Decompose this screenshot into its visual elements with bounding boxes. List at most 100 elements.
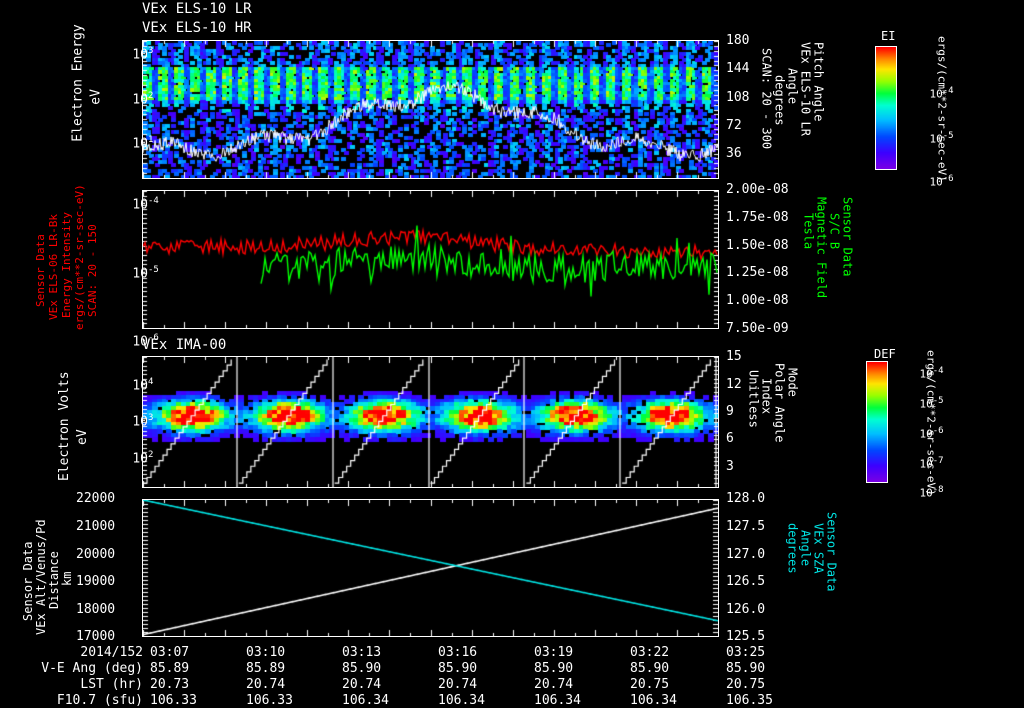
panel2-rtick-2: 1.50e-08 <box>726 238 789 253</box>
panel4-left-axis-line0: Sensor Data <box>21 541 35 621</box>
panel4-ytick-0: 22000 <box>76 491 116 506</box>
panel4-right-axis-line3: degrees <box>785 523 800 574</box>
colorbar1-tick-2-mantissa: 10 <box>929 175 943 189</box>
footer-row-label: LST (hr) <box>80 677 143 692</box>
panel3-rtick-4: 3 <box>726 459 734 474</box>
panel4-ytick-2: 20000 <box>76 547 116 562</box>
panel3-ytick-0-mantissa: 10 <box>132 377 148 393</box>
panel4-right-axis-line2: Angle <box>798 530 813 567</box>
panel1-title-hr: VEx ELS-10 HR <box>142 20 252 36</box>
panel1-ytick-1: 102 <box>101 78 153 120</box>
panel2-ytick-0: 10-4 <box>101 183 159 225</box>
panel1-ytick-0: 103 <box>101 33 153 75</box>
footer-cell: 03:19 <box>534 645 574 660</box>
footer-cell: 20.75 <box>726 677 766 692</box>
colorbar3-tick-3-mantissa: 10 <box>919 457 933 471</box>
colorbar1-tick-2: 10-6 <box>903 163 954 199</box>
panel3-right-axis-line0: Mode <box>785 368 800 397</box>
colorbar1-tick-2-exp: -6 <box>942 173 954 184</box>
panel2-ytick-1-exp: -5 <box>147 264 159 275</box>
panel3-rtick-1: 12 <box>726 377 742 392</box>
panel1-ytick-2: 101 <box>101 122 153 164</box>
panel2-rtick-4: 1.00e-08 <box>726 293 789 308</box>
colorbar3-tick-3-exp: -7 <box>932 455 944 466</box>
footer-cell: 85.90 <box>726 661 766 676</box>
panel3-rtick-0: 15 <box>726 349 742 364</box>
panel2-right-axis-line0: Sensor Data <box>840 197 855 277</box>
panel2-ytick-1: 10-5 <box>101 252 159 294</box>
panel2-left-axis-line2: Energy Intensity <box>60 212 73 318</box>
panel-altitude-sza[interactable] <box>142 499 719 637</box>
colorbar1-title: EI <box>881 29 896 43</box>
panel1-rtick-3: 72 <box>726 118 742 133</box>
panel2-rtick-0: 2.00e-08 <box>726 182 789 197</box>
footer-cell: 85.90 <box>438 661 478 676</box>
footer-cell: 106.33 <box>150 693 197 708</box>
panel4-ytick-5: 17000 <box>76 629 116 644</box>
panel1-rtick-0: 180 <box>726 33 750 48</box>
panel3-title: VEx IMA-00 <box>142 337 227 353</box>
panel3-ytick-1: 103 <box>101 400 153 442</box>
panel1-right-axis-line0: Pitch Angle <box>811 42 826 122</box>
panel3-ytick-1-mantissa: 10 <box>132 413 148 429</box>
panel3-ytick-2-mantissa: 10 <box>132 450 148 466</box>
panel2-ytick-2: 10-6 <box>101 320 159 362</box>
colorbar1-tick-1: 10-5 <box>903 120 954 156</box>
footer-cell: 03:16 <box>438 645 478 660</box>
footer-cell: 20.74 <box>342 677 382 692</box>
panel1-right-axis-line4: SCAN: 20 - 300 <box>759 48 774 150</box>
footer-cell: 106.33 <box>246 693 293 708</box>
footer-cell: 03:10 <box>246 645 286 660</box>
panel3-rtick-3: 6 <box>726 431 734 446</box>
panel1-ytick-1-exp: 2 <box>147 90 154 101</box>
panel2-right-axis-line2: Magnetic Field <box>814 197 829 299</box>
colorbar3-tick-0-mantissa: 10 <box>919 367 933 381</box>
panel4-rtick-3: 126.5 <box>726 574 766 589</box>
footer-cell: 106.35 <box>726 693 773 708</box>
panel2-rtick-3: 1.25e-08 <box>726 265 789 280</box>
panel2-left-axis-line1: VEx ELS-06 LR-Bk <box>47 214 60 320</box>
panel1-right-axis-line3: degrees <box>772 75 787 126</box>
panel2-left-axis-line4: SCAN: 20 - 150 <box>86 224 99 317</box>
footer-cell: 20.73 <box>150 677 190 692</box>
colorbar1-tick-1-exp: -5 <box>942 130 954 141</box>
panel2-left-axis-line3: ergs/(cm**2-sr-sec-eV) <box>73 184 86 330</box>
panel2-rtick-5: 7.50e-09 <box>726 321 789 336</box>
footer-cell: 03:07 <box>150 645 190 660</box>
panel2-ytick-0-mantissa: 10 <box>132 196 148 212</box>
footer-cell: 20.74 <box>246 677 286 692</box>
panel3-ytick-0: 104 <box>101 364 153 406</box>
panel3-left-axis-line1: eV <box>75 429 90 445</box>
colorbar3 <box>866 361 888 483</box>
colorbar3-tick-1-exp: -5 <box>932 395 944 406</box>
panel2-left-axis-line0: Sensor Data <box>34 234 47 307</box>
panel1-rtick-1: 144 <box>726 61 750 76</box>
colorbar3-tick-4-exp: -8 <box>932 484 944 495</box>
panel1-title-lr: VEx ELS-10 LR <box>142 1 252 17</box>
panel4-rtick-2: 127.0 <box>726 547 766 562</box>
panel1-right-axis-line1: VEx ELS-10 LR <box>798 42 813 136</box>
panel-ima-spectrogram[interactable] <box>142 356 719 488</box>
panel-els-spectrogram[interactable] <box>142 40 719 179</box>
panel1-rtick-2: 108 <box>726 90 750 105</box>
panel4-ytick-1: 21000 <box>76 519 116 534</box>
panel4-rtick-4: 126.0 <box>726 602 766 617</box>
footer-cell: 106.34 <box>438 693 485 708</box>
panel2-ytick-2-mantissa: 10 <box>132 333 148 349</box>
panel3-ytick-0-exp: 4 <box>147 376 154 387</box>
panel3-ytick-1-exp: 3 <box>147 412 154 423</box>
footer-cell: 20.75 <box>630 677 670 692</box>
panel-energy-intensity-bfield[interactable] <box>142 190 719 329</box>
footer-cell: 20.74 <box>438 677 478 692</box>
footer-cell: 85.90 <box>534 661 574 676</box>
panel4-ytick-3: 19000 <box>76 574 116 589</box>
footer-cell: 03:13 <box>342 645 382 660</box>
footer-cell: 85.90 <box>342 661 382 676</box>
footer-cell: 106.34 <box>534 693 581 708</box>
colorbar3-tick-2-mantissa: 10 <box>919 427 933 441</box>
panel4-ytick-4: 18000 <box>76 602 116 617</box>
colorbar1 <box>875 46 897 170</box>
colorbar3-tick-2-exp: -6 <box>932 425 944 436</box>
colorbar3-title: DEF <box>874 347 896 361</box>
colorbar3-tick-1-mantissa: 10 <box>919 397 933 411</box>
